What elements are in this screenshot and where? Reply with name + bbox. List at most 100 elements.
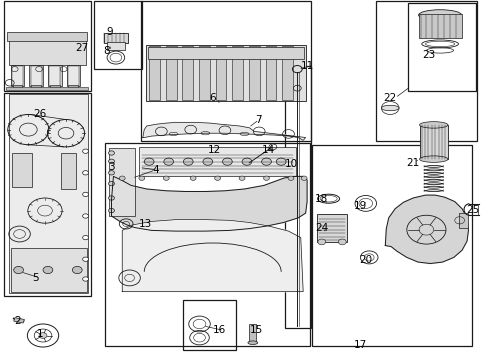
Ellipse shape	[419, 122, 447, 128]
Bar	[316, 214, 346, 242]
Circle shape	[14, 266, 23, 274]
Circle shape	[82, 149, 88, 153]
Bar	[13, 85, 22, 89]
Bar	[149, 46, 160, 100]
Bar	[215, 46, 226, 100]
Circle shape	[72, 266, 82, 274]
Circle shape	[82, 257, 88, 261]
Bar	[199, 46, 209, 100]
Bar	[418, 14, 461, 38]
Circle shape	[263, 176, 269, 180]
Bar	[106, 42, 125, 50]
Circle shape	[203, 158, 212, 165]
Bar	[11, 248, 86, 292]
Bar	[31, 66, 41, 86]
Text: 2: 2	[14, 316, 20, 326]
Circle shape	[338, 239, 346, 245]
Text: 7: 7	[254, 114, 261, 125]
Circle shape	[190, 176, 196, 180]
Circle shape	[39, 333, 47, 338]
Circle shape	[108, 171, 114, 175]
Circle shape	[276, 158, 285, 165]
Bar	[31, 85, 41, 89]
Circle shape	[183, 158, 193, 165]
Circle shape	[82, 171, 88, 175]
Polygon shape	[122, 220, 303, 292]
Bar	[12, 66, 23, 86]
Text: 16: 16	[212, 325, 225, 336]
Bar	[141, 1, 310, 141]
Circle shape	[239, 176, 244, 180]
Circle shape	[108, 151, 114, 155]
Circle shape	[163, 158, 173, 165]
Text: 13: 13	[139, 219, 152, 229]
Bar	[68, 85, 78, 89]
Bar	[139, 147, 295, 176]
Bar	[104, 33, 127, 43]
Bar	[94, 1, 142, 69]
Bar	[9, 40, 86, 65]
Circle shape	[214, 176, 220, 180]
Bar	[6, 87, 88, 90]
Bar	[50, 85, 60, 89]
Text: 14: 14	[261, 145, 274, 156]
Circle shape	[108, 196, 114, 200]
Text: 15: 15	[249, 325, 263, 336]
Circle shape	[287, 176, 293, 180]
Bar	[4, 93, 91, 296]
Bar	[9, 94, 88, 293]
Bar	[12, 153, 32, 187]
Circle shape	[108, 159, 114, 163]
Text: 22: 22	[383, 93, 396, 103]
Bar	[282, 46, 292, 100]
Circle shape	[144, 158, 154, 165]
Text: 6: 6	[209, 93, 216, 103]
Bar	[61, 153, 76, 189]
Bar	[147, 47, 304, 59]
Text: 25: 25	[466, 204, 479, 215]
Text: 3: 3	[108, 162, 115, 172]
Circle shape	[119, 176, 125, 180]
Bar	[458, 213, 468, 228]
Circle shape	[301, 176, 306, 180]
Text: 4: 4	[152, 165, 159, 175]
Bar	[4, 1, 91, 91]
Circle shape	[139, 176, 144, 180]
Bar	[249, 324, 256, 343]
Bar	[108, 148, 135, 216]
Bar	[14, 318, 24, 323]
Polygon shape	[385, 195, 468, 264]
Circle shape	[82, 235, 88, 240]
Text: 20: 20	[359, 255, 371, 265]
Circle shape	[108, 208, 114, 213]
Circle shape	[261, 158, 271, 165]
Bar	[407, 3, 475, 91]
Text: 8: 8	[103, 46, 110, 56]
Ellipse shape	[247, 341, 257, 345]
Circle shape	[82, 192, 88, 197]
Ellipse shape	[381, 105, 398, 111]
Bar	[48, 65, 61, 86]
Bar	[165, 46, 176, 100]
Polygon shape	[111, 176, 306, 231]
Text: 24: 24	[314, 222, 328, 233]
Text: 17: 17	[353, 340, 367, 350]
Ellipse shape	[419, 156, 447, 162]
Circle shape	[108, 181, 114, 186]
Bar	[182, 46, 193, 100]
Bar	[66, 65, 80, 86]
Text: 18: 18	[314, 194, 328, 204]
Bar	[311, 145, 471, 346]
Bar	[232, 46, 243, 100]
Bar	[105, 143, 309, 346]
Text: 26: 26	[33, 109, 47, 120]
Text: 19: 19	[353, 201, 367, 211]
Circle shape	[242, 158, 251, 165]
Ellipse shape	[418, 10, 461, 21]
Text: 23: 23	[422, 50, 435, 60]
Text: 21: 21	[406, 158, 419, 168]
Bar	[145, 45, 305, 101]
Circle shape	[82, 214, 88, 218]
Bar	[11, 65, 24, 86]
Bar	[7, 32, 86, 41]
